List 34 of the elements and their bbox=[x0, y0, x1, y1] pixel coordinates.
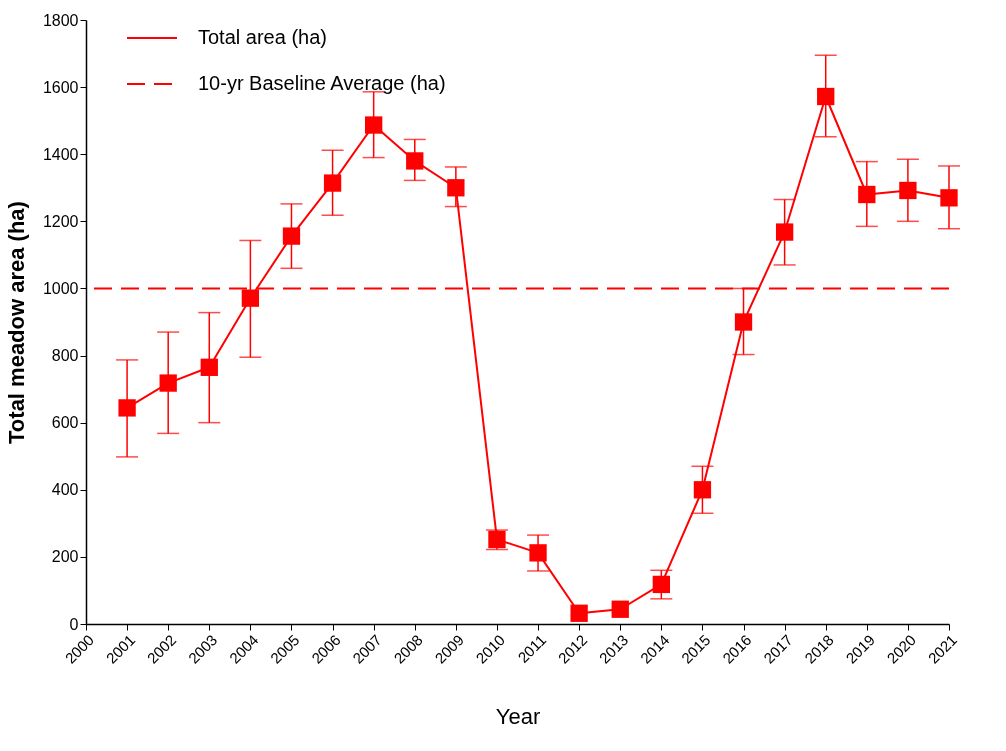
point bbox=[858, 185, 876, 204]
point bbox=[570, 604, 588, 622]
y-tick-label: 1200 bbox=[42, 212, 79, 230]
x-axis-title: Year bbox=[495, 703, 541, 729]
y-tick-label: 1800 bbox=[42, 11, 79, 29]
y-tick-label: 0 bbox=[69, 615, 79, 633]
point bbox=[899, 181, 917, 200]
point bbox=[529, 544, 547, 562]
point bbox=[652, 575, 670, 594]
point bbox=[940, 189, 958, 207]
y-tick-label: 1400 bbox=[42, 145, 79, 163]
point bbox=[447, 179, 465, 197]
point bbox=[118, 399, 136, 417]
point bbox=[775, 223, 794, 241]
point bbox=[693, 481, 712, 499]
point bbox=[323, 174, 342, 192]
y-tick-label: 1600 bbox=[42, 78, 79, 96]
point bbox=[734, 313, 753, 331]
point bbox=[282, 227, 301, 245]
point bbox=[817, 87, 835, 106]
point bbox=[611, 600, 629, 618]
y-axis-title: Total meadow area (ha) bbox=[3, 201, 29, 444]
point bbox=[200, 358, 218, 376]
y-tick-label: 400 bbox=[51, 481, 79, 499]
point bbox=[365, 116, 383, 134]
point bbox=[159, 374, 177, 392]
y-tick-label: 800 bbox=[51, 347, 79, 365]
point bbox=[406, 152, 424, 170]
y-tick-label: 1000 bbox=[42, 279, 79, 297]
legend-label: Total area (ha) bbox=[198, 26, 327, 48]
legend-label: 10-yr Baseline Average (ha) bbox=[198, 72, 446, 94]
y-tick-label: 600 bbox=[51, 414, 79, 432]
y-tick-label: 200 bbox=[51, 548, 79, 566]
point bbox=[241, 289, 260, 307]
